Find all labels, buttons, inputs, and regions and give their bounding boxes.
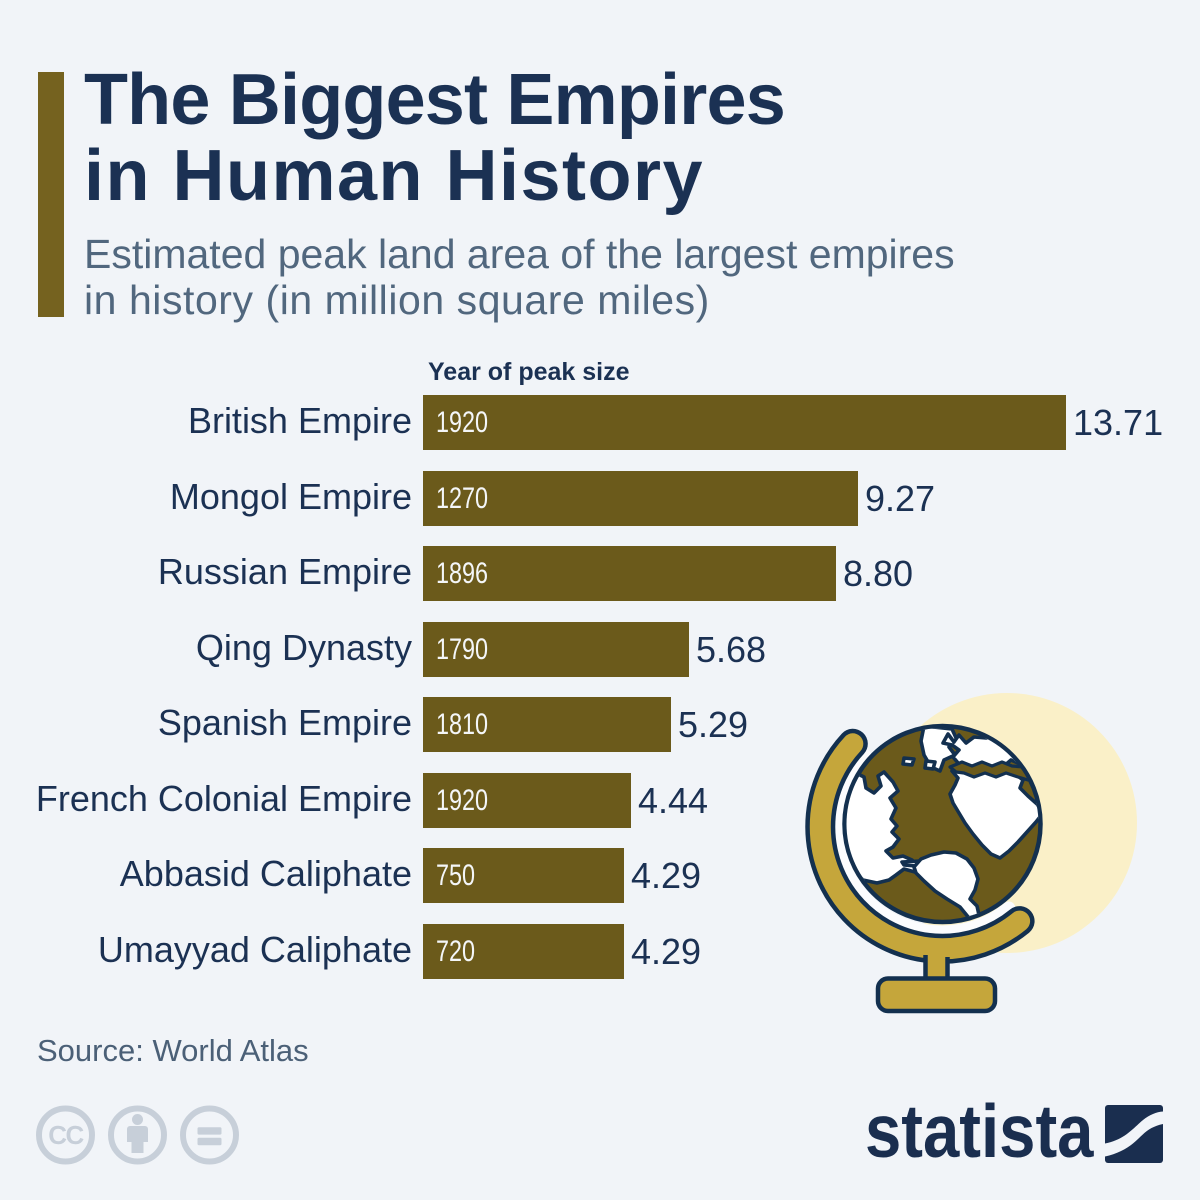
svg-text:CC: CC xyxy=(48,1120,84,1150)
